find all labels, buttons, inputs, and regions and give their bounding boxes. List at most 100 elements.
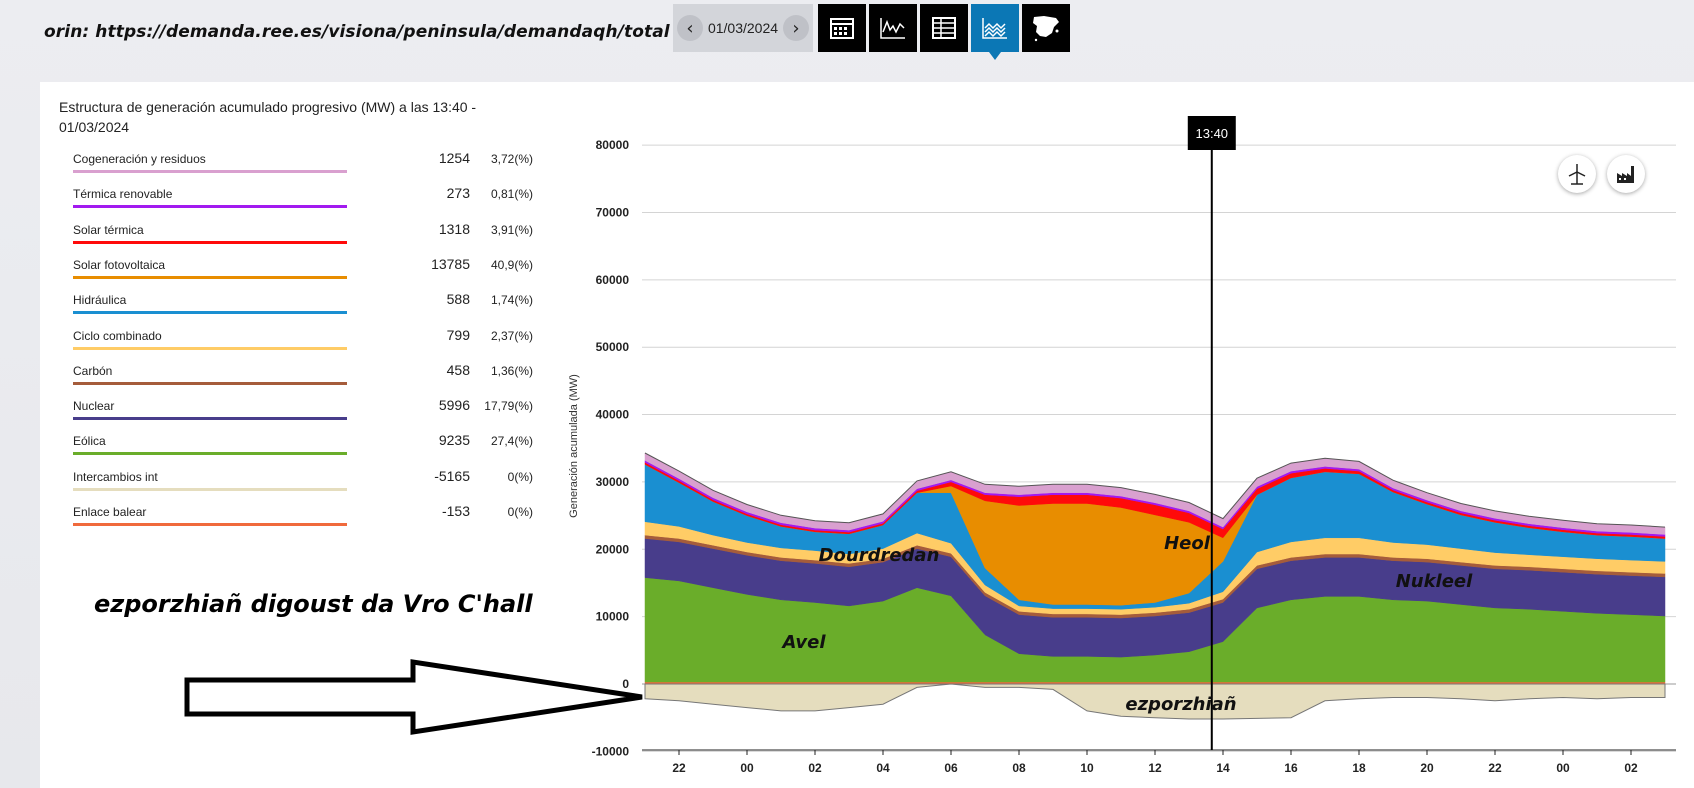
calendar-view-button[interactable] <box>818 4 866 52</box>
line-chart-view-button[interactable] <box>869 4 917 52</box>
map-view-button[interactable] <box>1022 4 1070 52</box>
legend-item[interactable]: Nuclear 5996 17,79(%) <box>73 397 533 429</box>
legend-item-value: 458 <box>446 361 470 378</box>
next-date-button[interactable]: › <box>782 15 809 41</box>
legend-item[interactable]: Térmica renovable 273 0,81(%) <box>73 185 533 217</box>
x-tick-label: 04 <box>876 761 890 775</box>
legend-color-line <box>73 275 347 279</box>
legend-item-name: Cogeneración y residuos <box>73 152 206 166</box>
legend-item[interactable]: Eólica 9235 27,4(%) <box>73 432 533 464</box>
y-tick-label: 80000 <box>596 138 630 152</box>
line-chart-icon <box>880 18 905 39</box>
legend-item[interactable]: Enlace balear -153 0(%) <box>73 503 533 535</box>
area-series-negative <box>644 683 1666 720</box>
spain-map-icon <box>1033 16 1059 42</box>
legend-item-percent: 0,81(%) <box>490 187 533 202</box>
non-renewable-filter-button[interactable] <box>1607 155 1645 193</box>
legend-color-line <box>73 452 347 456</box>
legend-title: Estructura de generación acumulado progr… <box>59 99 477 135</box>
x-tick-label: 22 <box>1488 761 1502 775</box>
legend-item[interactable]: Solar térmica 1318 3,91(%) <box>73 220 533 253</box>
area-label: ezporzhiañ <box>1125 694 1236 715</box>
y-tick-label: 60000 <box>596 273 630 287</box>
legend-item[interactable]: Hidráulica 588 1,74(%) <box>73 291 533 323</box>
legend-item-value: 1318 <box>438 220 470 237</box>
calendar-icon <box>830 18 854 39</box>
x-tick-label: 12 <box>1148 761 1162 775</box>
table-icon <box>932 17 956 39</box>
legend-item-value: 799 <box>446 326 470 343</box>
legend-item-percent: 2,37(%) <box>490 328 533 343</box>
x-tick-label: 10 <box>1080 761 1094 775</box>
annotation-arrow <box>184 659 643 735</box>
stacked-area-icon <box>982 18 1007 39</box>
renewable-filter-button[interactable] <box>1558 155 1596 193</box>
legend-item-percent: 0(%) <box>507 505 533 519</box>
legend-item-value: 588 <box>446 291 470 308</box>
legend-item-percent: 40,9(%) <box>490 257 533 272</box>
legend-item-value: 1254 <box>438 150 470 166</box>
x-tick-label: 14 <box>1216 761 1230 775</box>
y-tick-label: 70000 <box>596 205 630 219</box>
wind-turbine-icon <box>1568 164 1586 185</box>
y-tick-label: 20000 <box>596 542 630 556</box>
legend-item-percent: 3,72(%) <box>490 152 533 166</box>
y-axis-label: Generación acumulada (MW) <box>568 374 580 518</box>
legend-item-percent: 1,74(%) <box>490 293 533 308</box>
legend-item-percent: 3,91(%) <box>490 222 533 237</box>
legend-item-name: Intercambios int <box>73 469 158 484</box>
legend-color-line <box>73 240 347 244</box>
area-label: Heol <box>1164 533 1211 554</box>
y-tick-label: 0 <box>622 677 629 691</box>
legend-item-value: 5996 <box>438 397 470 414</box>
area-label: Avel <box>780 632 826 653</box>
legend-item-value: 273 <box>446 185 470 202</box>
legend-color-line <box>73 417 347 421</box>
legend-item-value: 13785 <box>431 255 470 272</box>
table-view-button[interactable] <box>920 4 968 52</box>
legend-item-value: -153 <box>441 503 470 519</box>
area-label: Dourdredan <box>819 545 940 566</box>
legend-item-name: Ciclo combinado <box>73 328 162 343</box>
legend-item[interactable]: Carbón 458 1,36(%) <box>73 361 533 394</box>
legend-item-value: -5165 <box>434 467 470 484</box>
x-tick-label: 18 <box>1352 761 1366 775</box>
legend-item-percent: 27,4(%) <box>490 434 533 449</box>
legend-item-name: Carbón <box>73 363 113 378</box>
legend-item-name: Eólica <box>73 434 106 449</box>
x-tick-label: 02 <box>808 761 822 775</box>
area-label: Nukleel <box>1396 571 1473 592</box>
x-tick-label: 00 <box>1556 761 1570 775</box>
legend-item-percent: 0(%) <box>507 469 533 484</box>
y-tick-label: 40000 <box>596 408 630 422</box>
y-tick-label: 30000 <box>596 475 630 489</box>
x-tick-label: 16 <box>1284 761 1298 775</box>
legend-item-name: Térmica renovable <box>73 187 173 202</box>
x-tick-label: 00 <box>740 761 754 775</box>
stacked-area-view-button[interactable] <box>971 4 1019 60</box>
legend-item-name: Solar fotovoltaica <box>73 257 166 272</box>
time-cursor-label: 13:40 <box>1196 126 1229 141</box>
legend-item[interactable]: Ciclo combinado 799 2,37(%) <box>73 326 533 359</box>
legend-color-line <box>73 170 347 173</box>
total-outline <box>644 452 1666 528</box>
x-tick-label: 20 <box>1420 761 1434 775</box>
legend-item[interactable]: Solar fotovoltaica 13785 40,9(%) <box>73 255 533 288</box>
x-tick-label: 22 <box>672 761 686 775</box>
area-layers <box>644 452 1666 685</box>
y-tick-label: 10000 <box>596 610 630 624</box>
x-tick-label: 02 <box>1624 761 1638 775</box>
legend-color-line <box>73 381 347 385</box>
legend-color-line <box>73 346 347 350</box>
date-label: 01/03/2024 <box>707 20 779 36</box>
legend-color-line <box>73 311 347 315</box>
previous-date-button[interactable]: ‹ <box>677 15 703 41</box>
legend-item-percent: 1,36(%) <box>490 363 533 378</box>
x-tick-label: 08 <box>1012 761 1026 775</box>
legend-item[interactable]: Intercambios int -5165 0(%) <box>73 467 533 500</box>
y-tick-label: 50000 <box>596 340 630 354</box>
legend-item[interactable]: Cogeneración y residuos 1254 3,72(%) <box>73 150 533 182</box>
legend-color-line <box>73 487 347 491</box>
legend-item-name: Hidráulica <box>73 293 127 308</box>
